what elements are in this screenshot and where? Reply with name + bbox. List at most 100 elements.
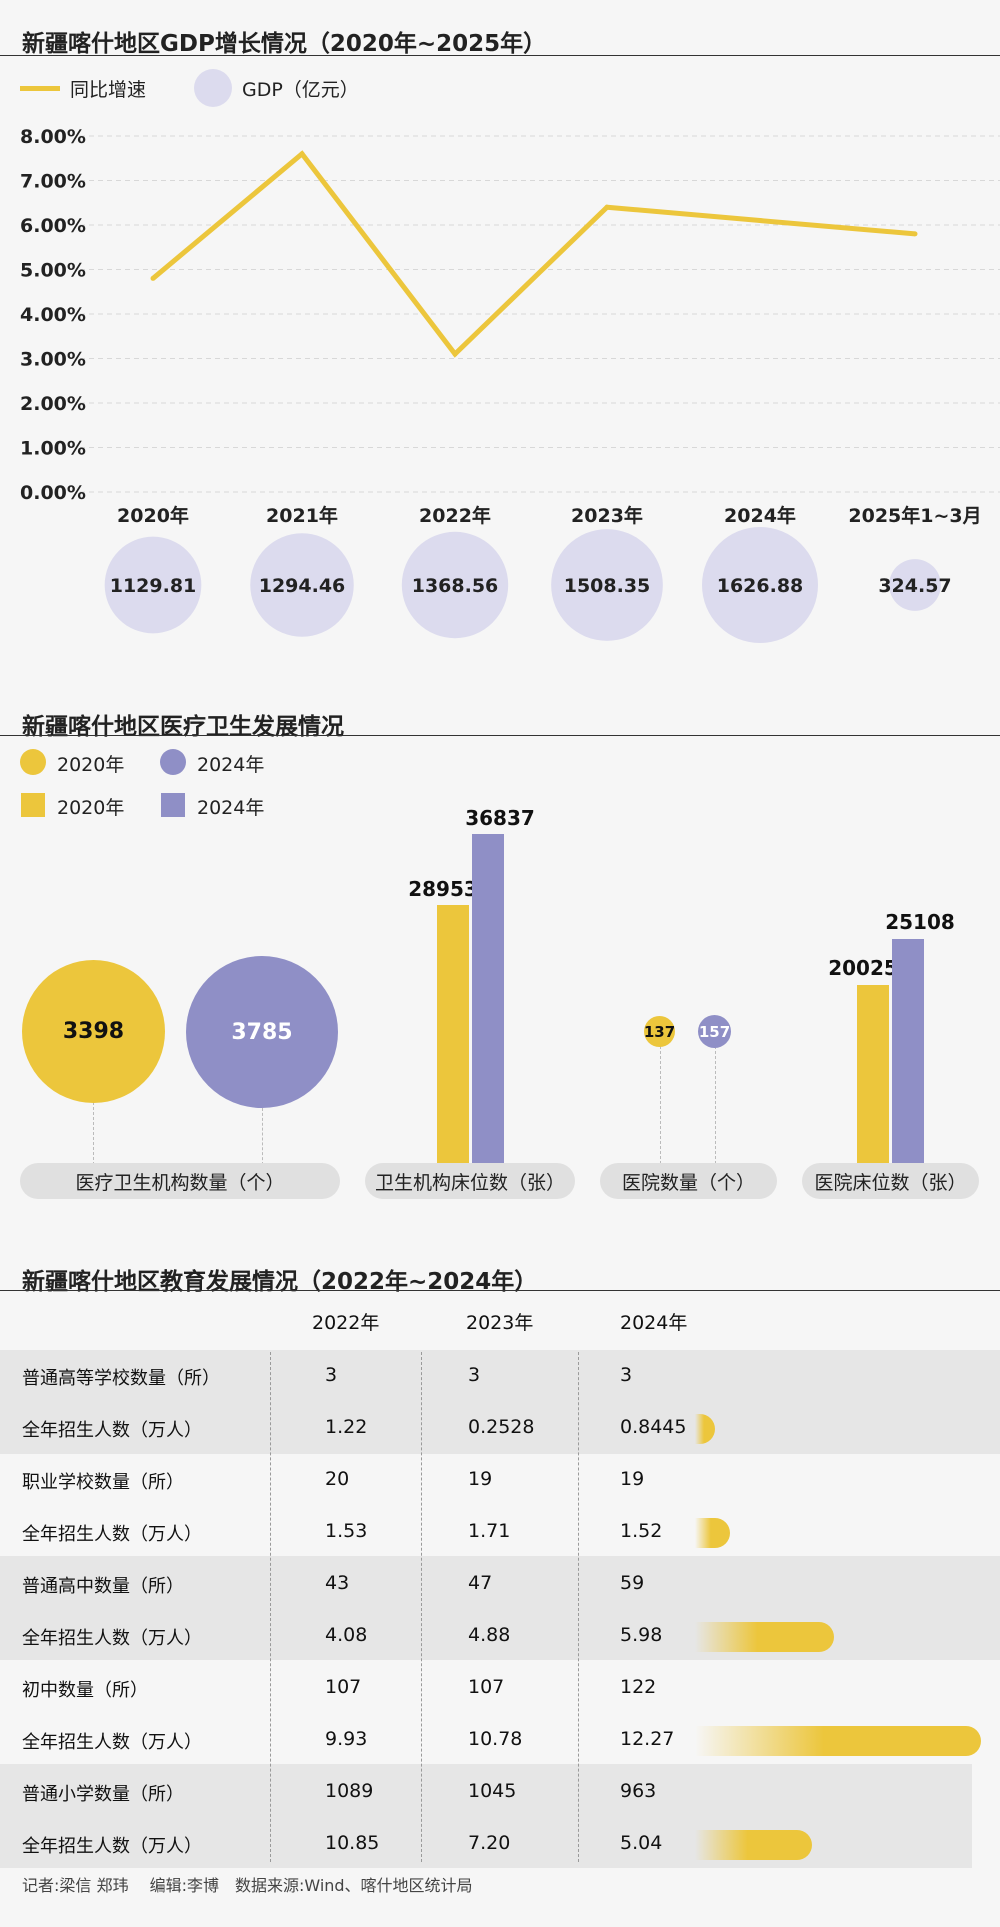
footer-credits: 记者:梁信 郑玮 编辑:李博 数据来源:Wind、喀什地区统计局 (22, 1876, 473, 1895)
edu-cell: 1089 (325, 1780, 374, 1802)
edu-cell: 5.04 (620, 1832, 663, 1854)
edu-header-2024: 2024年 (620, 1312, 688, 1334)
edu-cell: 0.2528 (468, 1416, 535, 1438)
gdp-y-tick-label: 0.00% (20, 482, 86, 504)
gdp-value-label: 1508.35 (564, 575, 651, 597)
edu-row-label: 全年招生人数（万人） (22, 1524, 202, 1545)
edu-row-label: 全年招生人数（万人） (22, 1420, 202, 1441)
edu-row-label: 普通高等学校数量（所） (22, 1368, 220, 1389)
legend-2024-bar (161, 793, 185, 817)
hbeds-2024-label: 25108 (885, 910, 955, 934)
edu-cell: 1.71 (468, 1520, 511, 1542)
legend-line-label: 同比增速 (70, 79, 147, 101)
edu-cell: 1.53 (325, 1520, 368, 1542)
inst-2024-value: 3785 (231, 1019, 293, 1045)
gdp-year-label: 2024年 (724, 504, 796, 527)
edu-cell: 19 (468, 1468, 493, 1490)
inst-2024-leader (262, 1108, 263, 1165)
edu-row-label: 全年招生人数（万人） (22, 1628, 202, 1649)
edu-row-label: 全年招生人数（万人） (22, 1836, 202, 1857)
beds-2024-bar (472, 834, 504, 1163)
gdp-growth-point (912, 231, 918, 237)
hosp-2020-leader (660, 1046, 661, 1164)
hosp-2020-circle: 137 (644, 1016, 675, 1047)
legend-circle-label: GDP（亿元） (242, 79, 359, 101)
edu-cell: 9.93 (325, 1728, 368, 1750)
edu-row-label: 初中数量（所） (22, 1680, 148, 1701)
hbeds-2024-bar (892, 939, 924, 1163)
gdp-growth-point (604, 204, 610, 210)
edu-col-sep-2 (421, 1352, 422, 1862)
edu-cell: 1045 (468, 1780, 517, 1802)
gdp-section-title: 新疆喀什地区GDP增长情况（2020年~2025年） (22, 31, 547, 57)
hbeds-2020-label: 20025 (828, 956, 898, 980)
edu-cell: 107 (468, 1676, 505, 1698)
gdp-value-circle (702, 527, 818, 643)
edu-cell: 59 (620, 1572, 645, 1594)
edu-cell: 3 (325, 1364, 338, 1386)
pill-hospital-beds: 医院床位数（张） (802, 1163, 979, 1199)
legend-2024-circle (160, 749, 186, 775)
edu-cell: 19 (620, 1468, 645, 1490)
inst-2020-circle: 3398 (22, 960, 165, 1103)
pill-hospitals: 医院数量（个） (600, 1163, 777, 1199)
inst-2020-leader (93, 1102, 94, 1165)
edu-row-label: 普通小学数量（所） (22, 1784, 184, 1805)
gdp-y-tick-label: 4.00% (20, 304, 86, 326)
hosp-2020-value: 137 (643, 1022, 676, 1041)
edu-enrollment-bar (695, 1726, 981, 1756)
edu-cell: 963 (620, 1780, 657, 1802)
legend-2020-bar-label: 2020年 (57, 797, 125, 819)
gdp-year-label: 2020年 (117, 504, 189, 527)
edu-col-sep-3 (578, 1352, 579, 1862)
edu-header-2023: 2023年 (466, 1312, 534, 1334)
edu-row-label: 职业学校数量（所） (22, 1472, 184, 1493)
edu-col-sep-1 (270, 1352, 271, 1862)
edu-enrollment-bar (695, 1622, 835, 1652)
edu-cell: 1.52 (620, 1520, 663, 1542)
gdp-y-tick-label: 6.00% (20, 215, 86, 237)
edu-title-rule (0, 1290, 1000, 1291)
edu-cell: 12.27 (620, 1728, 675, 1750)
legend-2024-bar-label: 2024年 (197, 797, 265, 819)
inst-2024-circle: 3785 (186, 956, 338, 1108)
gdp-growth-point (757, 218, 763, 224)
edu-enrollment-bar (695, 1414, 715, 1444)
edu-cell: 5.98 (620, 1624, 663, 1646)
edu-cell: 10.85 (325, 1832, 380, 1854)
gdp-value-label: 1129.81 (110, 575, 197, 597)
edu-cell: 4.08 (325, 1624, 368, 1646)
edu-cell: 3 (468, 1364, 481, 1386)
pill-institutions: 医疗卫生机构数量（个） (20, 1163, 340, 1199)
edu-cell: 1.22 (325, 1416, 368, 1438)
gdp-value-circle (250, 533, 354, 637)
edu-cell: 122 (620, 1676, 657, 1698)
edu-header-2022: 2022年 (312, 1312, 380, 1334)
gdp-year-label: 2023年 (571, 504, 643, 527)
inst-2020-value: 3398 (62, 1019, 125, 1044)
legend-2020-circle-label: 2020年 (57, 754, 125, 776)
legend-line-swatch (20, 86, 60, 91)
gdp-value-circle (104, 536, 202, 634)
edu-cell: 7.20 (468, 1832, 511, 1854)
beds-2024-label: 36837 (465, 806, 535, 830)
edu-cell: 4.88 (468, 1624, 511, 1646)
beds-2020-label: 28953 (408, 877, 478, 901)
gdp-value-circle (401, 531, 509, 639)
edu-cell: 107 (325, 1676, 362, 1698)
gdp-value-label: 324.57 (878, 575, 951, 597)
hosp-2024-value: 157 (698, 1022, 731, 1041)
edu-cell: 20 (325, 1468, 350, 1490)
beds-2020-bar (437, 905, 469, 1163)
gdp-y-tick-label: 2.00% (20, 393, 86, 415)
edu-cell: 43 (325, 1572, 350, 1594)
edu-band-highschool (0, 1556, 1000, 1660)
gdp-growth-point (452, 351, 458, 357)
hosp-2024-leader (715, 1046, 716, 1164)
health-title-rule (0, 735, 1000, 736)
edu-enrollment-bar (695, 1830, 813, 1860)
gdp-y-tick-label: 1.00% (20, 438, 86, 460)
gdp-year-label: 2021年 (266, 504, 338, 527)
gdp-year-label: 2022年 (419, 504, 491, 527)
edu-cell: 3 (620, 1364, 633, 1386)
